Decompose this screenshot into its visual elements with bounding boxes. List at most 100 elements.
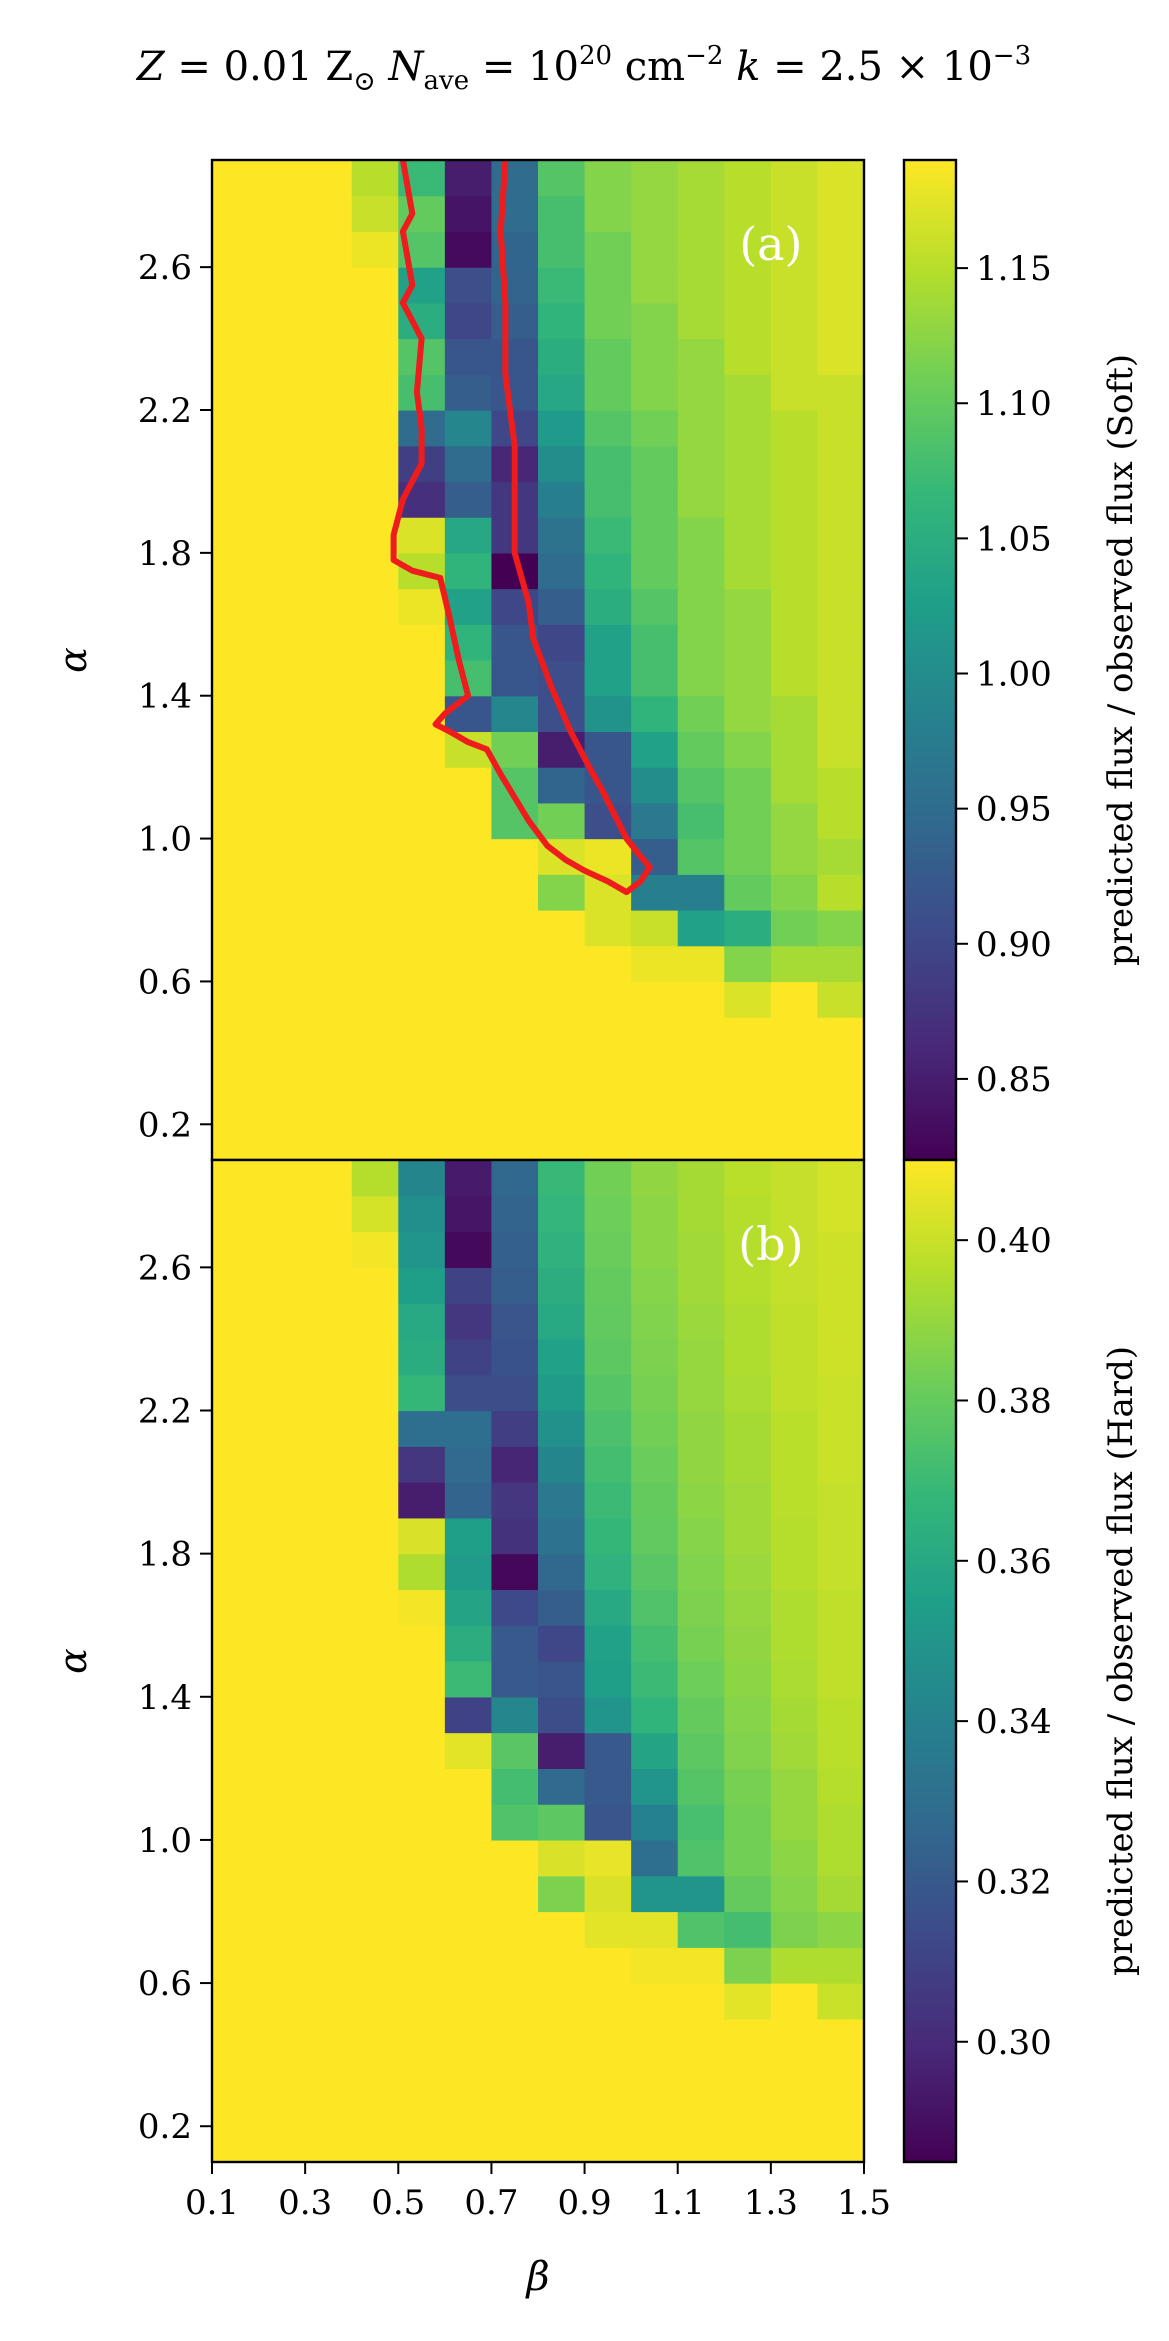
heatmap-cell — [398, 1625, 446, 1662]
heatmap-cell — [305, 1482, 353, 1519]
colorbar-tick-label: 1.00 — [976, 655, 1052, 695]
heatmap-cell — [724, 1661, 772, 1698]
heatmap-cell — [491, 1446, 539, 1483]
heatmap-cell — [538, 1661, 586, 1698]
heatmap-cell — [770, 1088, 819, 1125]
heatmap-cell — [584, 231, 632, 268]
heatmap-cell — [212, 1661, 260, 1698]
x-tick-label: 0.5 — [371, 2183, 425, 2223]
figure-title: Z = 0.01 Z⊙ Nave = 1020 cm−2 k = 2.5 × 1… — [135, 41, 1031, 97]
title-exp20: 20 — [579, 41, 612, 71]
heatmap-cell — [538, 1839, 586, 1877]
heatmap-cell — [817, 517, 865, 554]
heatmap-cell — [491, 2018, 539, 2056]
heatmap-cell — [584, 588, 632, 625]
heatmap-cell — [398, 945, 446, 983]
heatmap-cell — [817, 1195, 865, 1233]
title-unit: cm — [612, 44, 685, 90]
heatmap-cell — [491, 660, 539, 697]
colorbar-label: predicted flux / observed flux (Hard) — [1101, 1346, 1141, 1976]
heatmap-cell — [724, 945, 772, 983]
heatmap-cell — [305, 1410, 353, 1447]
heatmap-cell — [677, 2018, 725, 2056]
heatmap-cell — [212, 1088, 260, 1125]
heatmap-cell — [444, 2018, 493, 2056]
heatmap-cell — [305, 1374, 353, 1412]
heatmap-cell — [724, 1875, 772, 1913]
heatmap-cell — [491, 2126, 539, 2163]
heatmap-cell — [444, 1696, 493, 1734]
heatmap-cell — [538, 1517, 586, 1555]
heatmap-cell — [444, 1911, 493, 1948]
heatmap-cell — [770, 445, 819, 483]
heatmap-cell — [538, 1303, 586, 1340]
heatmap-cell — [631, 1517, 679, 1555]
heatmap-cell — [584, 1625, 632, 1662]
heatmap-cell — [770, 2054, 819, 2092]
heatmap-cell — [677, 195, 725, 233]
heatmap-cell — [538, 1124, 586, 1161]
heatmap-cell — [305, 1696, 353, 1734]
heatmap-cell — [584, 945, 632, 983]
heatmap-cell — [677, 552, 725, 590]
heatmap-cell — [538, 552, 586, 590]
heatmap-cell — [584, 1267, 632, 1304]
heatmap-cell — [677, 267, 725, 304]
heatmap-cell — [584, 195, 632, 233]
heatmap-cell — [212, 695, 260, 733]
heatmap-cell — [398, 2054, 446, 2092]
heatmap-cell — [538, 1267, 586, 1304]
title-eq3: = 2.5 × 10 — [760, 44, 992, 90]
heatmap-cell — [677, 1088, 725, 1125]
heatmap-cell — [258, 1589, 306, 1626]
heatmap-cell — [677, 1267, 725, 1304]
heatmap-cell — [584, 981, 632, 1018]
heatmap-cell — [538, 2054, 586, 2092]
heatmap-cell — [258, 1052, 306, 1090]
heatmap-cell — [444, 1768, 493, 1805]
heatmap-cell — [538, 981, 586, 1018]
heatmap-cell — [770, 1625, 819, 1662]
heatmap-cell — [258, 1231, 306, 1268]
heatmap-cell — [444, 267, 493, 304]
heatmap-cell — [305, 1875, 353, 1913]
heatmap-cell — [491, 695, 539, 733]
heatmap-cell — [817, 1947, 865, 1984]
heatmap-cell — [305, 1446, 353, 1483]
heatmap-cell — [770, 624, 819, 661]
heatmap-cell — [724, 660, 772, 697]
heatmap-cell — [817, 1983, 865, 2020]
heatmap-cell — [444, 338, 493, 375]
heatmap-cell — [305, 1983, 353, 2020]
heatmap-cell — [398, 2018, 446, 2056]
colorbar-gradient — [902, 1158, 958, 2164]
heatmap-cell — [724, 1374, 772, 1412]
heatmap-cell — [724, 2054, 772, 2092]
heatmap-cell — [677, 695, 725, 733]
heatmap-cell — [258, 445, 306, 483]
heatmap-cell — [817, 481, 865, 518]
heatmap-cell — [817, 624, 865, 661]
heatmap-cell — [770, 1303, 819, 1340]
x-tick-label: 0.1 — [185, 2183, 239, 2223]
heatmap-cell — [212, 731, 260, 768]
heatmap-cell — [212, 802, 260, 840]
heatmap-cell — [444, 445, 493, 483]
heatmap-cell — [677, 1303, 725, 1340]
heatmap-cell — [258, 1768, 306, 1805]
heatmap-cell — [351, 1768, 399, 1805]
heatmap-cell — [817, 1017, 865, 1054]
heatmap-cell — [817, 1052, 865, 1090]
heatmap-cell — [770, 1052, 819, 1090]
heatmap-cell — [491, 1661, 539, 1698]
heatmap-cell — [212, 1374, 260, 1412]
colorbar-tick-label: 0.90 — [976, 925, 1052, 965]
heatmap-cell — [677, 302, 725, 340]
heatmap-cell — [351, 1410, 399, 1447]
heatmap-cell — [724, 1160, 772, 1197]
heatmap-cell — [444, 838, 493, 875]
heatmap-cell — [258, 1303, 306, 1340]
heatmap-cell — [817, 695, 865, 733]
heatmap-cell — [351, 1947, 399, 1984]
heatmap-cell — [491, 160, 539, 197]
